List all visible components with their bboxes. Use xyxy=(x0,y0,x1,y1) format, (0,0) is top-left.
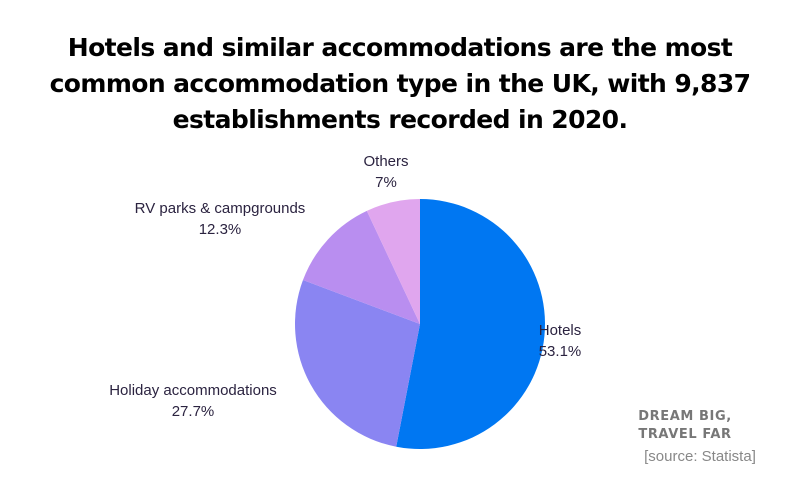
label-others-name: Others xyxy=(363,153,409,170)
label-holiday-value: 27.7% xyxy=(171,403,215,420)
pie-slice-others xyxy=(366,199,420,324)
label-rv-parks-value: 12.3% xyxy=(198,221,242,238)
pie-slice-holiday-accommodations xyxy=(294,280,420,447)
label-hotels-value: 53.1% xyxy=(538,343,582,360)
label-hotels-name: Hotels xyxy=(538,322,582,339)
label-holiday: Holiday accommodations 27.7% xyxy=(83,380,303,422)
label-hotels: Hotels 53.1% xyxy=(520,320,600,362)
source-note: [source: Statista] xyxy=(644,448,756,465)
label-holiday-name: Holiday accommodations xyxy=(109,382,277,399)
label-others: Others 7% xyxy=(336,151,436,193)
brand-line-1: DREAM BIG, xyxy=(638,409,732,424)
brand-logo: DREAM BIG, TRAVEL FAR xyxy=(630,408,740,444)
pie-slice-hotels xyxy=(396,199,545,449)
label-rv-parks-name: RV parks & campgrounds xyxy=(134,200,306,217)
pie-slice-rv-parks-campgrounds xyxy=(302,210,420,324)
label-others-value: 7% xyxy=(375,174,397,191)
label-rv-parks: RV parks & campgrounds 12.3% xyxy=(110,198,330,240)
brand-line-2: TRAVEL FAR xyxy=(638,427,732,442)
chart-title: Hotels and similar accommodations are th… xyxy=(49,33,751,134)
